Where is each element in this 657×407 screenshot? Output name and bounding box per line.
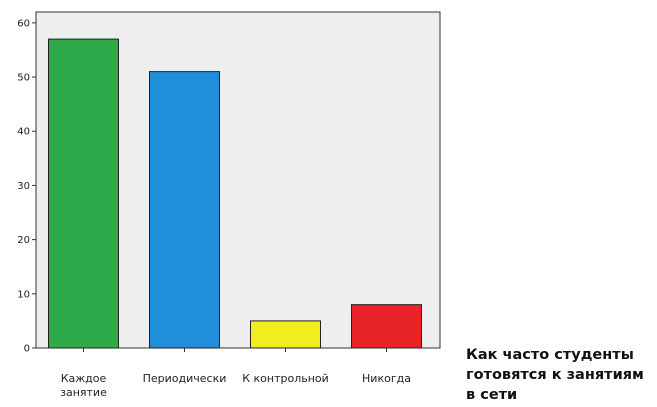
y-tick-label: 40 [17,127,30,138]
bar [250,320,321,349]
y-tick-label: 20 [17,235,30,246]
y-tick-label: 0 [24,344,30,355]
x-category-label: К контрольной [242,372,329,385]
bar [48,38,119,349]
y-tick-label: 50 [17,73,30,84]
x-category-label: Никогда [362,372,411,385]
bar [351,304,422,349]
y-tick-label: 10 [17,289,30,300]
y-axis: 0 10 20 30 40 50 60 [17,18,36,355]
y-tick-label: 60 [17,18,30,29]
x-category-label: Периодически [143,372,227,385]
bars-group [48,38,422,349]
chart-caption: Как часто студенты готовятся к занятиям … [466,347,644,403]
x-category-label: занятие [60,386,107,399]
y-tick-label: 30 [17,181,30,192]
x-category-label: Каждое [61,372,107,385]
bar [149,71,220,349]
